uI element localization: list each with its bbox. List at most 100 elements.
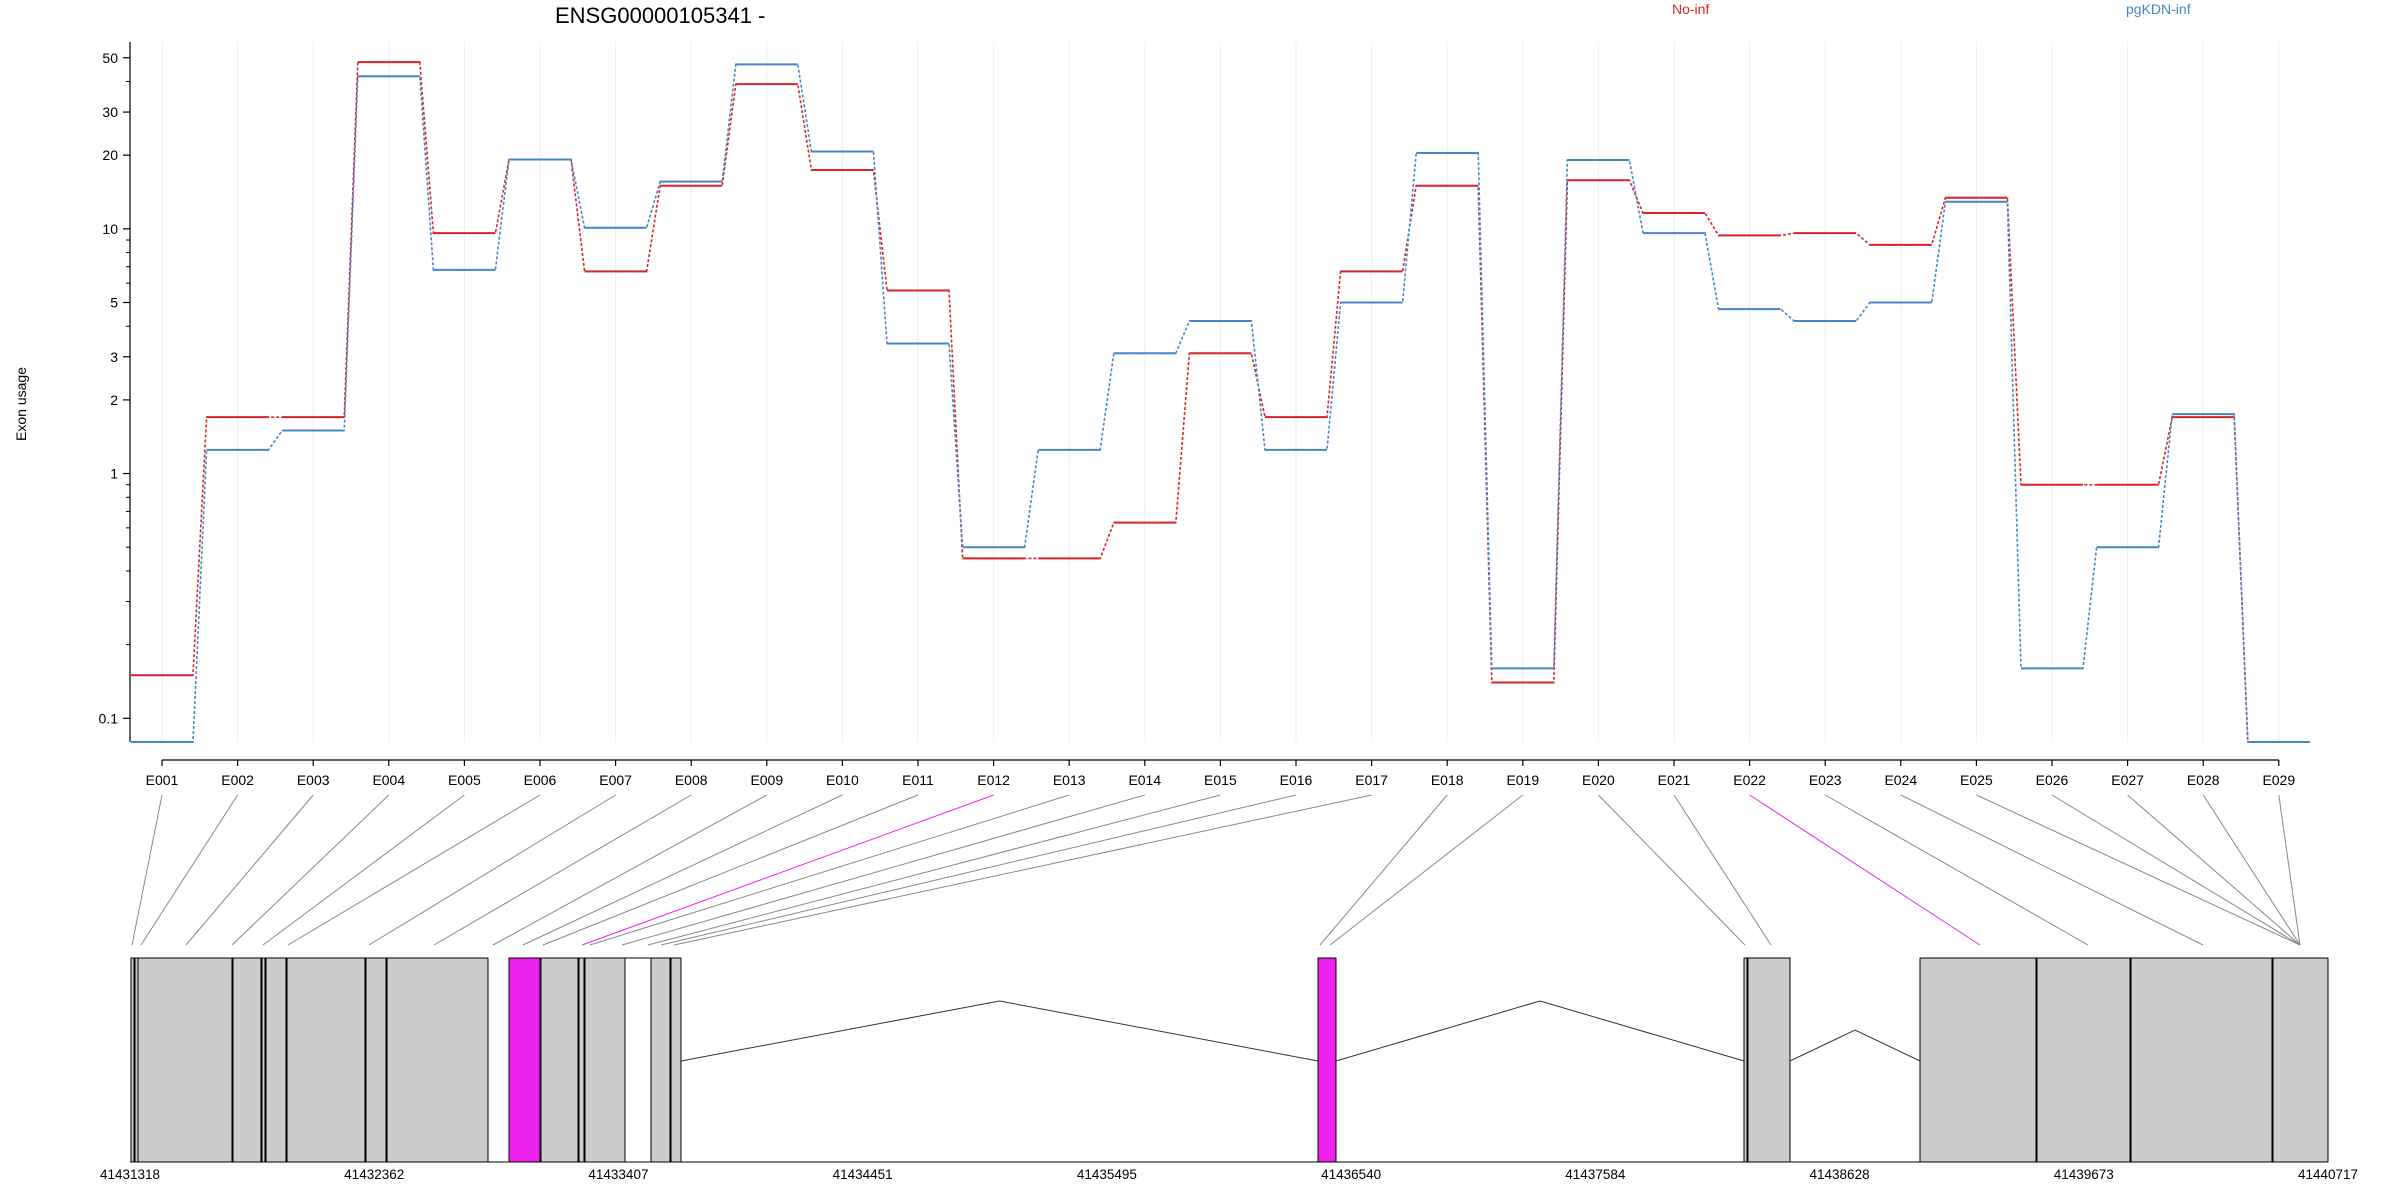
exon-box [265,957,287,1163]
exon-box [286,957,366,1163]
exon-connector [673,794,1372,946]
exon-box [261,957,266,1163]
exon-box [365,957,387,1163]
x-tick-label: E010 [826,772,859,788]
exon-connector [1976,794,2301,946]
x-tick-label: E008 [675,772,708,788]
grid-lines [161,42,2280,742]
genome-coordinate-label: 41434451 [833,1167,893,1182]
genome-coordinate-label: 41437584 [1565,1167,1626,1182]
exon-connectors [131,794,2301,946]
exon-connector [581,794,994,946]
exon-connector [542,794,919,946]
exon-connector [2202,794,2301,946]
exon-box [624,957,653,1163]
exon-connector [1673,794,1772,946]
exon-connector [1598,794,1746,946]
intron-line [680,1000,1319,1062]
x-tick-label: E022 [1733,772,1766,788]
x-tick-label: E023 [1809,772,1842,788]
x-tick-label: E001 [146,772,179,788]
gene-model: 41431318 41432362 41433407 41434451 41435495… [100,957,2358,1182]
genome-coordinate-label: 41431318 [100,1167,160,1182]
exon-connector [660,794,1297,946]
exon-connector [185,794,314,946]
exon-connector [2051,794,2301,946]
y-tick-label: 50 [102,50,118,66]
series-lines [131,61,2310,743]
x-tick-label: E027 [2111,772,2144,788]
exon-box [650,957,671,1163]
exon-connector [589,794,1070,946]
exon-connector [131,794,163,946]
y-tick-label: 0.1 [99,710,119,726]
exon-connector [1824,794,2089,946]
exon-connector [522,794,843,946]
x-tick-label: E004 [372,772,405,788]
x-tick-label: E014 [1128,772,1161,788]
exon-box [137,957,233,1163]
x-tick-label: E020 [1582,772,1615,788]
x-tick-label: E017 [1355,772,1388,788]
exon-connector [262,794,465,946]
legend-pgkdn-inf: pgKDN-inf [2126,1,2191,17]
exon-box [130,957,135,1163]
intron-line [1335,1000,1745,1062]
exon-box [386,957,489,1163]
x-tick-label: E009 [750,772,783,788]
exon-box [1743,957,1748,1163]
exon-box [2036,957,2131,1163]
x-tick-label: E024 [1884,772,1917,788]
exon-connector [2278,794,2301,946]
y-tick-label: 1 [110,466,118,482]
genome-coordinate-label: 41432362 [344,1167,404,1182]
chart-title: ENSG00000105341 - [555,3,765,28]
x-tick-label: E018 [1431,772,1464,788]
x-tick-label: E015 [1204,772,1237,788]
exon-connector [433,794,692,946]
x-tick-label: E005 [448,772,481,788]
genome-coordinate-label: 41433407 [588,1167,648,1182]
x-tick-label: E006 [524,772,557,788]
exon-connector [140,794,239,946]
x-tick-label: E028 [2187,772,2220,788]
exon-connector [647,794,1221,946]
exon-box [584,957,626,1163]
legend-no-inf: No-inf [1672,1,1709,17]
exon-connector [287,794,541,946]
exon-connector [1900,794,2204,946]
exon-connector [1749,794,1981,946]
exon-box [2272,957,2329,1163]
exon-box [540,957,579,1163]
x-tick-label: E002 [221,772,254,788]
exon-box [232,957,262,1163]
highlighted-exon-box [508,957,541,1163]
intron-line [1789,1029,1921,1062]
exon-box [578,957,585,1163]
exon-connector [231,794,390,946]
x-tick-label: E012 [977,772,1010,788]
x-tick-label: E026 [2036,772,2069,788]
genome-coordinate-label: 41440717 [2298,1167,2358,1182]
exon-connector [1319,794,1448,946]
axes: 0.1 1 2 3 5 10 20 30 50 E001 E002 E003 E004 E005 E006 E… [99,42,2295,788]
y-tick-label: 20 [102,147,118,163]
x-tick-label: E011 [902,772,934,788]
exon-box [2130,957,2273,1163]
exon-box [670,957,682,1163]
x-tick-label: E029 [2262,772,2295,788]
y-tick-label: 2 [110,392,118,408]
genome-coordinate-label: 41438628 [1810,1167,1870,1182]
y-tick-label: 3 [110,349,118,365]
x-tick-label: E013 [1053,772,1086,788]
exon-box [1747,957,1791,1163]
exon-connector [2127,794,2301,946]
x-tick-label: E019 [1506,772,1539,788]
exon-connector [1329,794,1524,946]
x-tick-label: E016 [1280,772,1313,788]
x-tick-label: E025 [1960,772,1993,788]
exon-connector [368,794,616,946]
genome-coordinate-label: 41439673 [2054,1167,2114,1182]
